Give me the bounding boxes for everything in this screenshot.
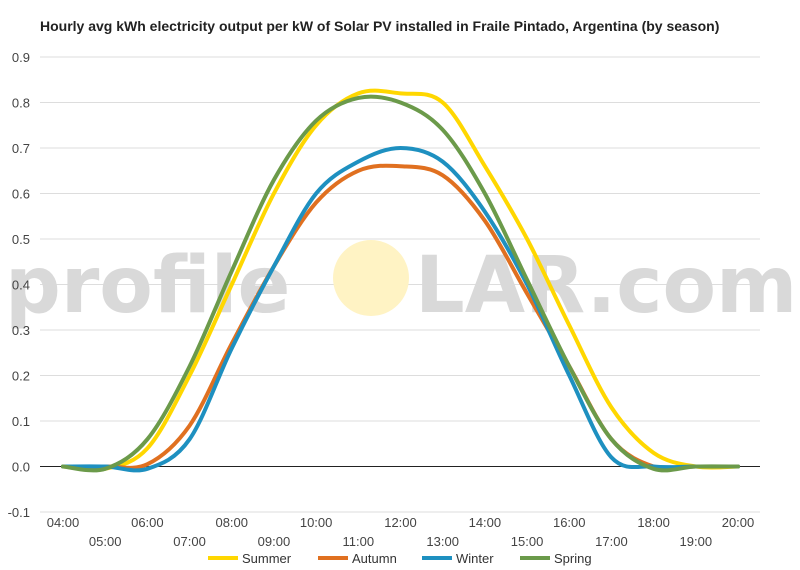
series-line-summer: [61, 88, 740, 472]
x-tick-label: 06:00: [131, 515, 164, 530]
x-tick-label: 04:00: [47, 515, 80, 530]
sun-icon: [333, 240, 409, 316]
chart-title: Hourly avg kWh electricity output per kW…: [40, 18, 720, 34]
watermark-logo: profile LAR.com: [5, 240, 797, 331]
x-tick-label: 07:00: [173, 534, 206, 549]
y-tick-label: 0.7: [12, 141, 30, 156]
y-tick-label: 0.5: [12, 232, 30, 247]
legend: Summer Autumn Winter Spring: [208, 551, 592, 566]
x-tick-label: 18:00: [637, 515, 670, 530]
x-tick-label: 11:00: [343, 534, 375, 549]
x-tick-label: 20:00: [722, 515, 755, 530]
y-tick-label: 0.6: [12, 187, 30, 202]
y-tick-label: 0.3: [12, 323, 30, 338]
x-tick-label: 17:00: [595, 534, 628, 549]
y-tick-label: -0.1: [8, 505, 30, 520]
series-line-spring: [61, 94, 740, 473]
legend-label-winter: Winter: [456, 551, 494, 566]
legend-label-summer: Summer: [242, 551, 292, 566]
x-tick-label: 08:00: [215, 515, 248, 530]
y-tick-label: 0.4: [12, 278, 30, 293]
watermark-text-right: LAR.com: [415, 241, 797, 331]
y-tick-label: 0.2: [12, 369, 30, 384]
y-tick-label: 0.9: [12, 50, 30, 65]
x-tick-label: 19:00: [680, 534, 713, 549]
x-tick-label: 09:00: [258, 534, 291, 549]
x-tick-label: 15:00: [511, 534, 544, 549]
x-tick-label: 14:00: [469, 515, 502, 530]
legend-label-spring: Spring: [554, 551, 592, 566]
y-tick-label: 0.1: [12, 414, 30, 429]
legend-label-autumn: Autumn: [352, 551, 397, 566]
x-tick-label: 05:00: [89, 534, 122, 549]
x-axis-ticks: 04:00 05:00 06:00 07:00 08:00 09:00 10:00 11:00…: [47, 515, 755, 549]
y-tick-label: 0.0: [12, 460, 30, 475]
y-axis-ticks: -0.1 0.0 0.1 0.2 0.3 0.4 0.5 0.6 0.7 0.8 0.9: [8, 50, 30, 520]
y-tick-label: 0.8: [12, 96, 30, 111]
x-tick-label: 12:00: [384, 515, 417, 530]
x-tick-label: 13:00: [426, 534, 459, 549]
series-lines: [61, 88, 740, 473]
x-tick-label: 16:00: [553, 515, 586, 530]
x-tick-label: 10:00: [300, 515, 333, 530]
series-line-winter: [61, 146, 740, 473]
